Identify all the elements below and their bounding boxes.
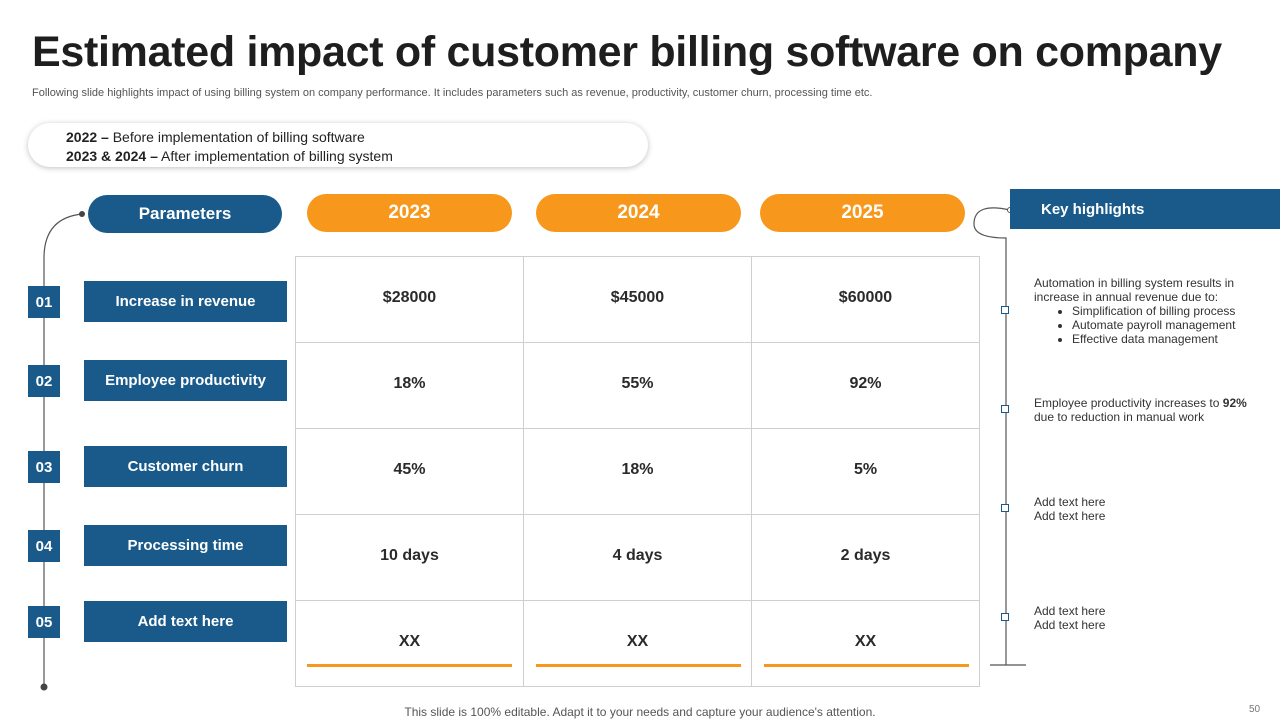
highlight-placeholder-line: Add text here bbox=[1034, 509, 1106, 523]
highlight-placeholder-line: Add text here bbox=[1034, 495, 1106, 509]
year-header-2025: 2025 bbox=[760, 194, 965, 232]
list-item: Effective data management bbox=[1072, 332, 1264, 346]
page-number: 50 bbox=[1249, 704, 1261, 715]
legend-year-2022: 2022 – bbox=[66, 129, 109, 145]
legend-desc-2023-2024: After implementation of billing system bbox=[157, 148, 393, 164]
row-number-03: 03 bbox=[28, 451, 60, 483]
parameters-header: Parameters bbox=[88, 195, 282, 233]
key-highlights-header: Key highlights bbox=[1010, 189, 1280, 229]
column-underline-2024 bbox=[536, 664, 741, 667]
page-title: Estimated impact of customer billing sof… bbox=[32, 28, 1222, 76]
left-timeline bbox=[40, 211, 85, 691]
row-number-02: 02 bbox=[28, 365, 60, 397]
table-cell: 55% bbox=[523, 342, 752, 429]
param-label-processing: Processing time bbox=[84, 525, 287, 566]
highlight-placeholder-1: Add text here Add text here bbox=[1034, 495, 1105, 523]
table-row: 45% 18% 5% bbox=[295, 428, 980, 515]
legend-line-2023-2024: 2023 & 2024 – After implementation of bi… bbox=[66, 148, 393, 164]
list-item: Automate payroll management bbox=[1072, 318, 1264, 332]
table-cell: 45% bbox=[295, 428, 524, 515]
page-subtitle: Following slide highlights impact of usi… bbox=[32, 87, 873, 99]
table-cell: 2 days bbox=[751, 514, 980, 601]
list-item: Simplification of billing process bbox=[1072, 304, 1264, 318]
param-label-revenue: Increase in revenue bbox=[84, 281, 287, 322]
column-underline-2025 bbox=[764, 664, 969, 667]
highlight-placeholder-line: Add text here bbox=[1034, 604, 1106, 618]
highlight-revenue: Automation in billing system results in … bbox=[1034, 276, 1264, 346]
highlight-revenue-text: Automation in billing system results in … bbox=[1034, 276, 1235, 304]
highlight-marker bbox=[1001, 306, 1009, 314]
param-label-productivity: Employee productivity bbox=[84, 360, 287, 401]
table-cell: $45000 bbox=[523, 256, 752, 343]
table-row: $28000 $45000 $60000 bbox=[295, 256, 980, 343]
table-row: 10 days 4 days 2 days bbox=[295, 514, 980, 601]
highlight-productivity-value: 92% bbox=[1222, 396, 1247, 410]
highlight-placeholder-line: Add text here bbox=[1034, 618, 1106, 632]
legend-desc-2022: Before implementation of billing softwar… bbox=[108, 129, 365, 145]
table-row: 18% 55% 92% bbox=[295, 342, 980, 429]
column-underline-2023 bbox=[307, 664, 512, 667]
highlight-marker bbox=[1001, 405, 1009, 413]
table-cell: XX bbox=[751, 600, 980, 687]
legend-box: 2022 – Before implementation of billing … bbox=[28, 123, 648, 167]
footer-note: This slide is 100% editable. Adapt it to… bbox=[404, 705, 876, 719]
legend-year-2023-2024: 2023 & 2024 – bbox=[66, 148, 158, 164]
highlight-productivity: Employee productivity increases to 92% d… bbox=[1034, 396, 1249, 424]
row-number-04: 04 bbox=[28, 530, 60, 562]
table-row: XX XX XX bbox=[295, 600, 980, 687]
table-cell: 4 days bbox=[523, 514, 752, 601]
highlight-placeholder-2: Add text here Add text here bbox=[1034, 604, 1105, 632]
year-header-2023: 2023 bbox=[307, 194, 512, 232]
table-cell: 10 days bbox=[295, 514, 524, 601]
right-timeline bbox=[973, 207, 1026, 666]
year-header-2024: 2024 bbox=[536, 194, 741, 232]
param-label-add-text: Add text here bbox=[84, 601, 287, 642]
table-cell: XX bbox=[295, 600, 524, 687]
table-cell: $28000 bbox=[295, 256, 524, 343]
table-cell: $60000 bbox=[751, 256, 980, 343]
row-number-05: 05 bbox=[28, 606, 60, 638]
table-cell: 92% bbox=[751, 342, 980, 429]
highlight-productivity-text-a: Employee productivity increases to bbox=[1034, 396, 1223, 410]
highlight-marker bbox=[1001, 613, 1009, 621]
table-cell: XX bbox=[523, 600, 752, 687]
param-label-churn: Customer churn bbox=[84, 446, 287, 487]
table-cell: 5% bbox=[751, 428, 980, 515]
values-table: $28000 $45000 $60000 18% 55% 92% 45% 18%… bbox=[295, 256, 980, 687]
row-number-01: 01 bbox=[28, 286, 60, 318]
highlight-marker bbox=[1001, 504, 1009, 512]
highlight-revenue-bullets: Simplification of billing process Automa… bbox=[1034, 304, 1264, 346]
table-cell: 18% bbox=[295, 342, 524, 429]
table-cell: 18% bbox=[523, 428, 752, 515]
legend-line-2022: 2022 – Before implementation of billing … bbox=[66, 129, 365, 145]
highlight-productivity-text-b: due to reduction in manual work bbox=[1034, 410, 1205, 424]
